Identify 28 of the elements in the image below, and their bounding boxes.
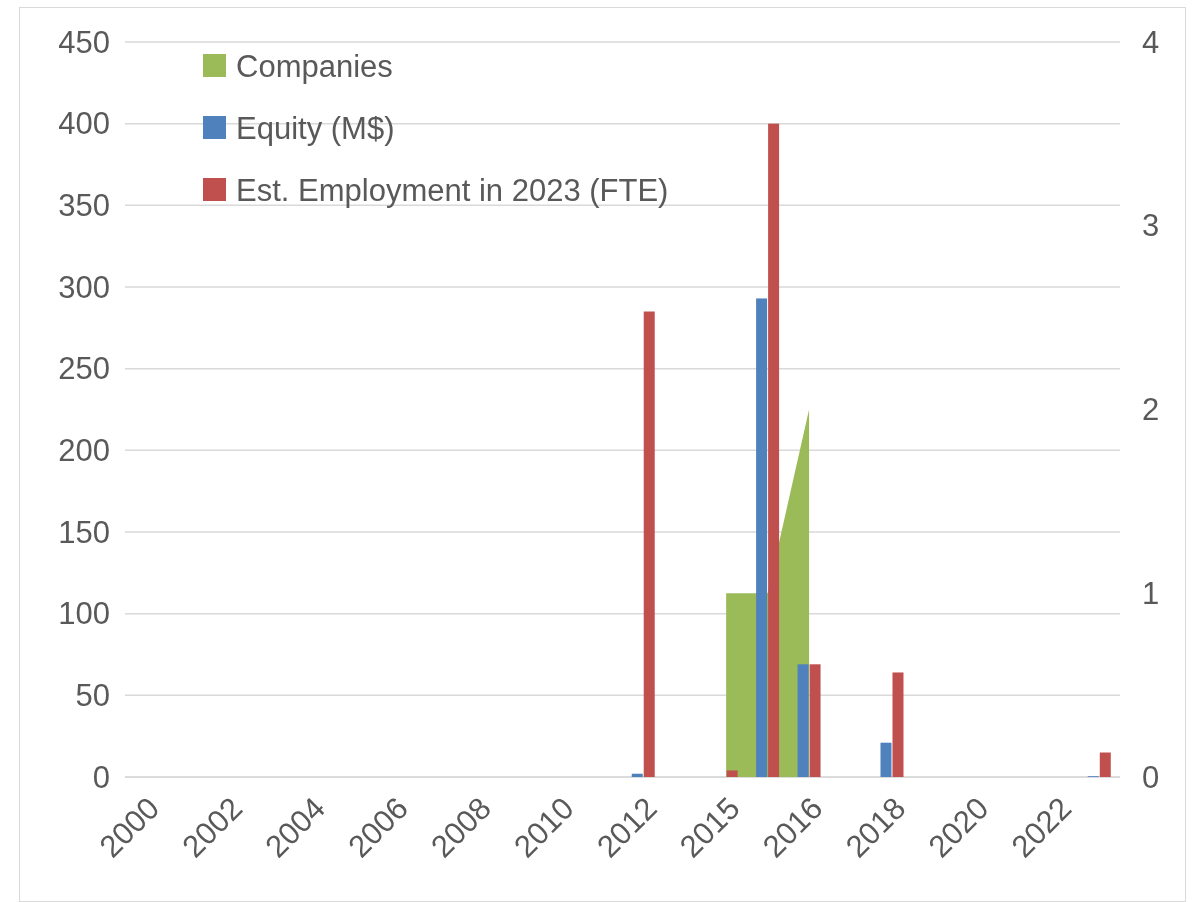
y-tick-label: 450 [58, 24, 110, 60]
bar [1099, 752, 1111, 777]
y2-tick-label: 3 [1142, 208, 1160, 244]
legend-label: Equity (M$) [236, 110, 395, 146]
y-tick-label: 50 [75, 677, 110, 713]
bar [768, 123, 780, 777]
bar [631, 773, 643, 777]
y2-tick-label: 1 [1142, 575, 1160, 611]
bar [892, 672, 904, 777]
y-tick-label: 350 [58, 187, 110, 223]
y2-tick-label: 0 [1142, 759, 1160, 795]
y-tick-label: 400 [58, 106, 110, 142]
y-tick-label: 150 [58, 514, 110, 550]
bar [797, 664, 809, 777]
y-tick-label: 300 [58, 269, 110, 305]
bar [809, 664, 821, 777]
bar [643, 311, 655, 777]
y-tick-label: 0 [92, 759, 110, 795]
y-tick-label: 200 [58, 432, 110, 468]
bar [880, 742, 892, 777]
y-tick-label: 250 [58, 351, 110, 387]
bar [756, 298, 768, 777]
y2-tick-label: 4 [1142, 24, 1160, 60]
y2-tick-label: 2 [1142, 392, 1160, 427]
legend-label: Companies [236, 48, 393, 84]
y-tick-label: 100 [58, 596, 110, 632]
bar [726, 770, 738, 777]
legend-label: Est. Employment in 2023 (FTE) [236, 172, 669, 208]
